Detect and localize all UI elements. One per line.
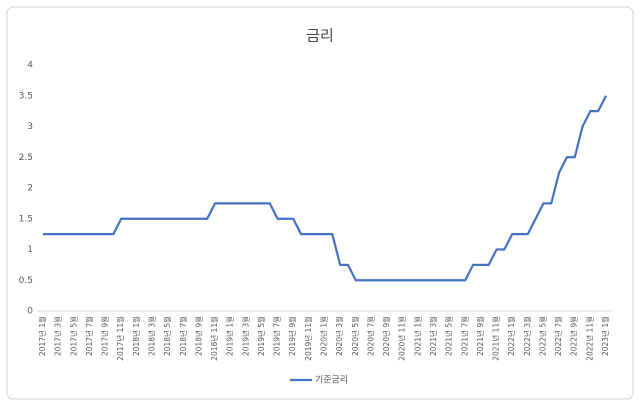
y-tick-label: 1.5	[19, 214, 33, 224]
y-tick-label: 4	[27, 61, 33, 71]
x-tick-label: 2020년 3월	[334, 316, 344, 356]
x-tick-label: 2017년 3월	[53, 316, 63, 356]
x-tick-label: 2020년 7월	[365, 316, 375, 356]
x-tick-label: 2022년 9월	[569, 316, 579, 356]
x-tick-label: 2019년 5월	[256, 316, 266, 356]
x-tick-label: 2022년 3월	[522, 316, 532, 356]
x-tick-label: 2018년 5월	[162, 316, 172, 356]
chart-title: 금리	[306, 27, 334, 45]
x-tick-label: 2019년 7월	[272, 316, 282, 356]
x-tick-label: 2023년 1월	[600, 316, 610, 356]
x-tick-label: 2021년 1월	[412, 316, 422, 356]
y-tick-label: 2	[27, 184, 33, 194]
chart-frame	[6, 6, 634, 400]
x-tick-label: 2019년 11월	[303, 316, 313, 361]
y-tick-label: 1	[27, 245, 33, 255]
x-tick-label: 2017년 1월	[37, 316, 47, 356]
x-tick-label: 2018년 3월	[146, 316, 156, 356]
y-tick-label: 3	[27, 122, 33, 132]
x-tick-label: 2019년 9월	[287, 316, 297, 356]
x-tick-label: 2022년 11월	[584, 316, 594, 361]
line-series	[43, 95, 607, 282]
x-tick-label: 2018년 9월	[193, 316, 203, 356]
x-tick-label: 2022년 1월	[506, 316, 516, 356]
x-tick-label: 2021년 11월	[491, 316, 501, 361]
x-tick-label: 2022년 5월	[537, 316, 547, 356]
x-tick-label: 2019년 1월	[225, 316, 235, 356]
x-tick-label: 2020년 9월	[381, 316, 391, 356]
x-tick-label: 2018년 7월	[178, 316, 188, 356]
y-tick-label: 0	[27, 307, 33, 317]
x-tick-label: 2020년 1월	[319, 316, 329, 356]
x-tick-label: 2017년 9월	[100, 316, 110, 356]
x-tick-label: 2020년 11월	[397, 316, 407, 361]
x-tick-label: 2017년 11월	[115, 316, 125, 361]
legend-label: 기준금리	[315, 375, 348, 386]
x-tick-label: 2021년 9월	[475, 316, 485, 356]
x-tick-label: 2021년 7월	[459, 316, 469, 356]
x-tick-label: 2021년 3월	[428, 316, 438, 356]
x-tick-label: 2017년 7월	[84, 316, 94, 356]
y-tick-label: 3.5	[19, 91, 33, 101]
x-tick-label: 2021년 5월	[444, 316, 454, 356]
x-tick-label: 2017년 5월	[68, 316, 78, 356]
x-tick-label: 2019년 3월	[240, 316, 250, 356]
y-tick-label: 0.5	[19, 276, 33, 286]
x-tick-label: 2018년 11월	[209, 316, 219, 361]
x-tick-label: 2020년 5월	[350, 316, 360, 356]
y-tick-label: 2.5	[19, 153, 33, 163]
x-tick-label: 2022년 7월	[553, 316, 563, 356]
x-tick-label: 2018년 1월	[131, 316, 141, 356]
